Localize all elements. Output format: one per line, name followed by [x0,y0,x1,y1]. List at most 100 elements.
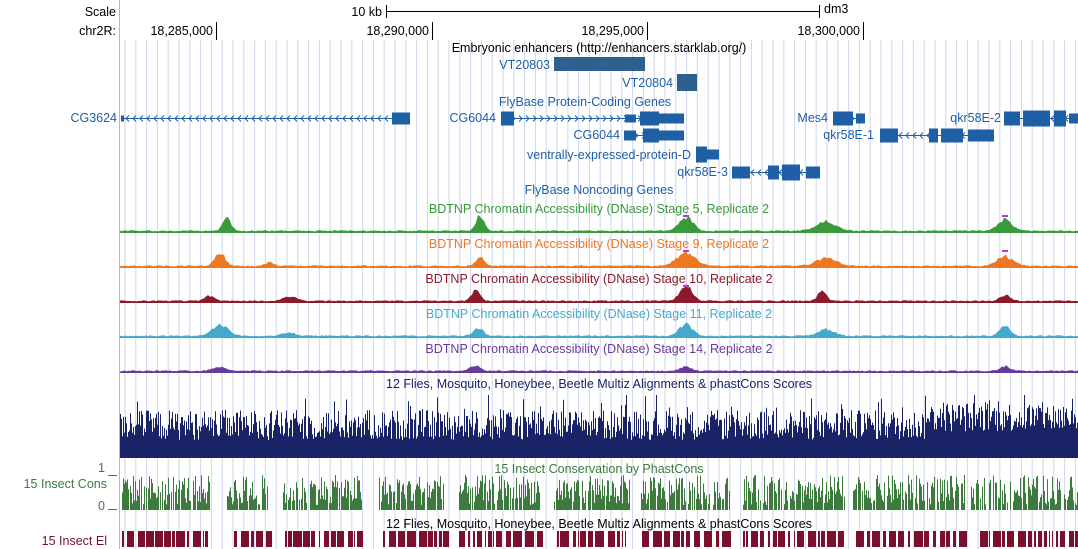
conserved-element [439,531,442,547]
multiz-track[interactable]: 12 Flies, Mosquito, Honeybee, Beetle Mul… [121,377,1078,458]
gene-model-vepd[interactable] [696,147,719,163]
base-position-ruler[interactable]: Scale chr2R: 10 kb dm3 18,285,000 18,290… [79,2,863,40]
y-max-label: 1 [98,461,105,475]
conserved-element [560,531,569,547]
conserved-element [234,531,237,547]
conserved-element [694,531,700,547]
conserved-element [933,531,936,547]
dnase-title-stage14[interactable]: BDTNP Chromatin Accessibility (DNase) St… [425,342,772,356]
conserved-element [821,531,825,547]
conserved-element [428,531,433,547]
side-label[interactable]: 15 Insect El [42,534,107,548]
conserved-element [1069,531,1074,547]
track-title: FlyBase Protein-Coding Genes [499,95,671,109]
enhancer-label-vt20803[interactable]: VT20803 [499,58,550,72]
conserved-element [205,531,208,547]
conserved-element [434,531,437,547]
tick-label: 18,285,000 [150,24,213,38]
conserved-element [155,531,163,547]
conserved-element [940,531,945,547]
noncoding-track-title[interactable]: FlyBase Noncoding Genes [525,183,674,197]
conserved-element [743,531,745,547]
conserved-element [751,531,758,547]
conserved-element [1056,531,1058,547]
conserved-element [794,531,795,547]
gene-model-cg6044-b[interactable] [624,129,684,143]
gene-model-mes4[interactable] [833,112,865,126]
conserved-element [1028,531,1032,547]
conserved-element [872,531,880,547]
gene-model-qkr58e-1[interactable] [880,129,994,143]
gene-models[interactable] [121,111,1078,181]
conserved-element [914,531,923,547]
scale-label: Scale [85,5,116,19]
conserved-element [525,531,534,547]
conserved-element [285,531,287,547]
gene-model-qkr58e-2[interactable] [1004,111,1078,127]
conserved-element [389,531,396,547]
conserved-element [1007,531,1014,547]
conserved-element [716,531,719,547]
gene-label-cg6044-a[interactable]: CG6044 [449,111,496,125]
conserved-element [485,531,486,547]
conserved-element [856,531,864,547]
conserved-element [704,531,712,547]
conserved-element [681,531,684,547]
dnase-title-stage10[interactable]: BDTNP Chromatin Accessibility (DNase) St… [425,272,772,286]
conserved-element [176,531,185,547]
conserved-element [773,531,777,547]
gene-model-cg6044-a[interactable] [501,112,684,126]
gene-label-cg3624[interactable]: CG3624 [70,111,117,125]
chrom-label: chr2R: [79,24,116,38]
dnase-title-stage11[interactable]: BDTNP Chromatin Accessibility (DNase) St… [426,307,772,321]
gene-label-qkr58e-1[interactable]: qkr58E-1 [823,128,874,142]
gene-label-cg6044-b[interactable]: CG6044 [573,128,620,142]
phastcons-track[interactable]: 15 Insect Conservation by PhastCons 15 I… [24,461,1078,513]
multiz-conservation-bars [121,395,1078,458]
scale-value: 10 kb [351,5,382,19]
dnase-signal-stage9 [120,250,1078,268]
conserved-element [622,531,623,547]
conserved-element [331,531,336,547]
conserved-element [187,531,189,547]
conserved-element [122,531,124,547]
dnase-title-stage5[interactable]: BDTNP Chromatin Accessibility (DNase) St… [429,202,769,216]
conserved-element [311,531,315,547]
gene-label-vepd[interactable]: ventrally-expressed-protein-D [527,148,691,162]
conserved-element [293,531,302,547]
enhancer-label-vt20804[interactable]: VT20804 [622,76,673,90]
conserved-element [357,531,363,547]
dnase-signal-stage11 [120,323,1078,338]
coding-genes-track[interactable]: FlyBase Protein-Coding Genes CG3624 CG60… [70,95,1078,181]
enhancer-feature-vt20803[interactable] [554,57,645,71]
conserved-elements-track[interactable]: 12 Flies, Mosquito, Honeybee, Beetle Mul… [42,517,1078,548]
conserved-element [288,531,292,547]
conserved-element [303,531,310,547]
conserved-element [898,531,904,547]
track-title: Embryonic enhancers (http://enhancers.st… [452,41,747,55]
conserved-element [419,531,427,547]
enhancer-feature-vt20804[interactable] [677,74,697,91]
conserved-element [642,531,649,547]
gene-label-qkr58e-3[interactable]: qkr58E-3 [677,165,728,179]
multiz-signal [121,395,1078,458]
conserved-element [203,531,204,547]
enhancers-track[interactable]: Embryonic enhancers (http://enhancers.st… [452,41,747,91]
gene-model-qkr58e-3[interactable] [732,165,820,181]
conserved-element [557,531,559,547]
conserved-element [959,531,967,547]
dnase-tracks[interactable]: BDTNP Chromatin Accessibility (DNase) St… [120,202,1078,373]
tick-label: 18,290,000 [366,24,429,38]
conserved-element [477,531,482,547]
gene-label-qkr58e-2[interactable]: qkr58E-2 [950,111,1001,125]
gene-label-mes4[interactable]: Mes4 [797,111,828,125]
conserved-element [1049,531,1050,547]
conserved-element [883,531,886,547]
dnase-title-stage9[interactable]: BDTNP Chromatin Accessibility (DNase) St… [429,237,769,251]
conserved-element [1044,531,1047,547]
side-label[interactable]: 15 Insect Cons [24,477,107,491]
conserved-element [348,531,353,547]
track-title: 12 Flies, Mosquito, Honeybee, Beetle Mul… [386,377,812,391]
conserved-element [537,531,543,547]
